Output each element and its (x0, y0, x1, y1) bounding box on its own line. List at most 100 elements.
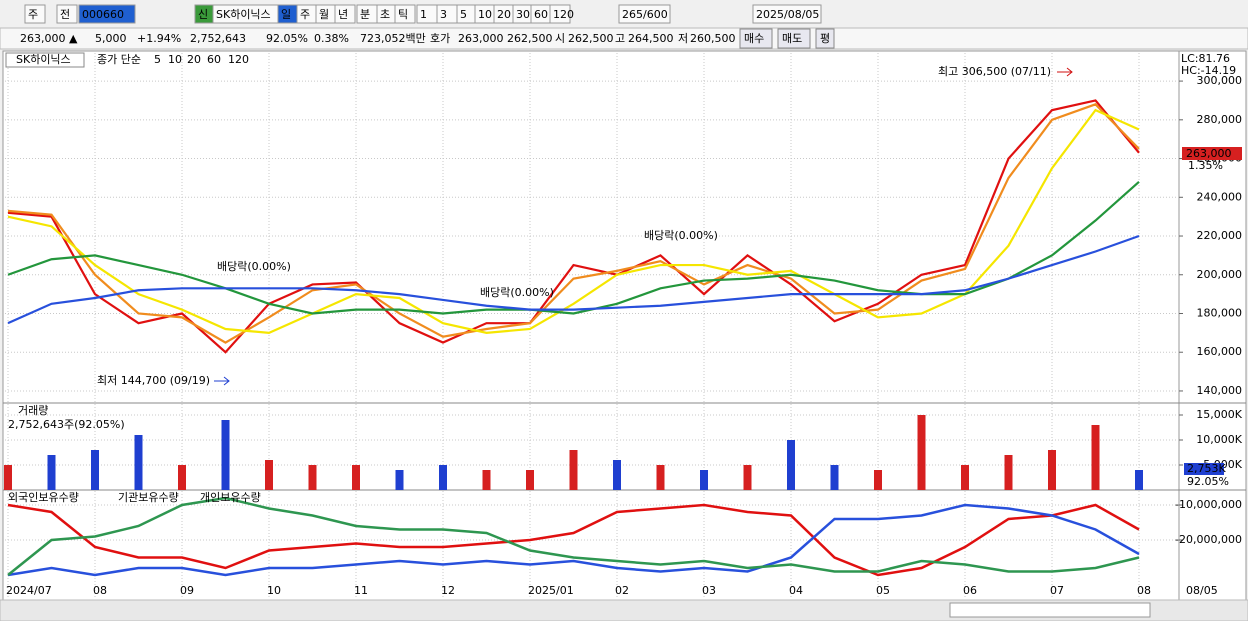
x-tick-label: 11 (354, 584, 368, 597)
quote-field[interactable]: 매수 (744, 32, 764, 45)
volume-bar (221, 420, 230, 490)
toolbar-button[interactable] (56, 4, 78, 24)
toolbar-button[interactable] (78, 4, 136, 24)
toolbar-label[interactable]: 20 (497, 8, 511, 21)
quote-field: 263,000 (458, 32, 504, 45)
quote-field: 시 (555, 32, 565, 45)
toolbar-label[interactable]: 3 (440, 8, 447, 21)
legend-title: SK하이닉스 (16, 52, 71, 66)
toolbar-button[interactable] (618, 4, 671, 24)
toolbar-label[interactable]: 2025/08/05 (756, 8, 819, 21)
right-label: 2,753K (1187, 462, 1226, 475)
x-tick-label: 12 (441, 584, 455, 597)
annotation: 최저 144,700 (09/19) (97, 374, 210, 387)
toolbar-label[interactable]: SK하이닉스 (216, 7, 271, 21)
scrollbar[interactable] (0, 599, 1248, 621)
volume-bar (482, 470, 491, 490)
volume-bar (961, 465, 969, 490)
annotation-arrow (1057, 67, 1073, 77)
quote-field: 260,500 (690, 32, 736, 45)
legend-type: 종가 단순 (97, 53, 141, 66)
y-tick-label: 200,000 (1197, 268, 1243, 281)
order-button[interactable] (739, 28, 773, 49)
legend-entry: 20 (187, 53, 201, 66)
y-tick-label: 180,000 (1197, 306, 1243, 319)
quote-field: 2,752,643 (190, 32, 246, 45)
quote-field: 723,052백만 (360, 32, 426, 45)
toolbar-button[interactable] (394, 4, 416, 24)
quote-field[interactable]: 평 (820, 32, 830, 45)
toolbar-button[interactable] (24, 4, 46, 24)
volume-bar (1004, 455, 1013, 490)
x-tick-label: 04 (789, 584, 803, 597)
price-marker-label: 263,000 (1186, 147, 1232, 160)
volume-bar (874, 470, 882, 490)
legend-entry: 기관보유수량 (118, 491, 179, 504)
x-tick-label: 2024/07 (6, 584, 52, 597)
toolbar-label[interactable]: 분 (360, 8, 370, 21)
volume-bar (830, 465, 839, 490)
toolbar-label[interactable]: 5 (460, 8, 467, 21)
toolbar-label[interactable]: 000660 (82, 8, 124, 21)
scroll-thumb[interactable] (949, 602, 1151, 618)
volume-bar (569, 450, 578, 490)
toolbar-label[interactable]: 월 (319, 8, 329, 21)
volume-bar (4, 465, 12, 490)
toolbar-label[interactable]: 주 (300, 8, 310, 21)
quote-field[interactable]: 매도 (782, 32, 802, 45)
quote-field: 264,500 (628, 32, 674, 45)
x-tick-label: 02 (615, 584, 629, 597)
toolbar-label[interactable]: 265/600 (622, 8, 668, 21)
quote-field: 262,500 (568, 32, 614, 45)
toolbar-label[interactable]: 1 (420, 8, 427, 21)
legend-entry: 5 (154, 53, 161, 66)
toolbar-button[interactable] (549, 4, 571, 24)
x-end-label: 08/05 (1186, 584, 1218, 597)
toolbar-button[interactable] (334, 4, 356, 24)
series-line (7, 496, 1140, 576)
legend-entry: 외국인보유수량 (8, 491, 79, 504)
x-tick-label: 2025/01 (528, 584, 574, 597)
toolbar-button[interactable] (752, 4, 822, 24)
volume-bar (1048, 450, 1056, 490)
series-line (7, 108, 1140, 334)
x-tick-label: 09 (180, 584, 194, 597)
volume-bar (917, 415, 926, 490)
x-tick-label: 08 (1137, 584, 1151, 597)
volume-bar (613, 460, 621, 490)
toolbar-label[interactable]: 초 (380, 8, 390, 21)
series-line (7, 103, 1140, 344)
annotation: 최고 306,500 (07/11) (938, 65, 1051, 78)
panel-info: 2,752,643주(92.05%) (8, 418, 125, 431)
y-tick-label: -20,000,000 (1175, 533, 1242, 546)
order-button[interactable] (815, 28, 835, 49)
toolbar-label[interactable]: 신 (198, 8, 208, 21)
toolbar-label[interactable]: 주 (28, 8, 38, 21)
volume-bar (526, 470, 534, 490)
series-line (7, 234, 1140, 325)
toolbar-label[interactable]: 60 (534, 8, 548, 21)
toolbar-label[interactable]: 120 (553, 8, 574, 21)
legend-entry: 60 (207, 53, 221, 66)
series-line (7, 180, 1140, 315)
toolbar-label[interactable]: 일 (281, 7, 291, 21)
volume-bar (134, 435, 143, 490)
toolbar-label[interactable]: 년 (338, 8, 348, 21)
volume-marker (1184, 463, 1224, 475)
panel-title: 거래량 (18, 404, 48, 417)
y-tick-label: 300,000 (1197, 74, 1243, 87)
volume-bar (439, 465, 447, 490)
order-button[interactable] (777, 28, 811, 49)
quote-bar (0, 27, 1248, 50)
toolbar-label[interactable]: 틱 (398, 8, 408, 21)
volume-bar (700, 470, 708, 490)
annotation: 배당락(0.00%) (644, 229, 718, 242)
toolbar-label[interactable]: 10 (478, 8, 492, 21)
volume-bar (91, 450, 99, 490)
toolbar-label[interactable]: 전 (60, 8, 70, 21)
toolbar-label[interactable]: 30 (516, 8, 530, 21)
right-label: 1.35% (1188, 159, 1223, 172)
volume-bar (308, 465, 317, 490)
quote-field: 0.38% (314, 32, 349, 45)
